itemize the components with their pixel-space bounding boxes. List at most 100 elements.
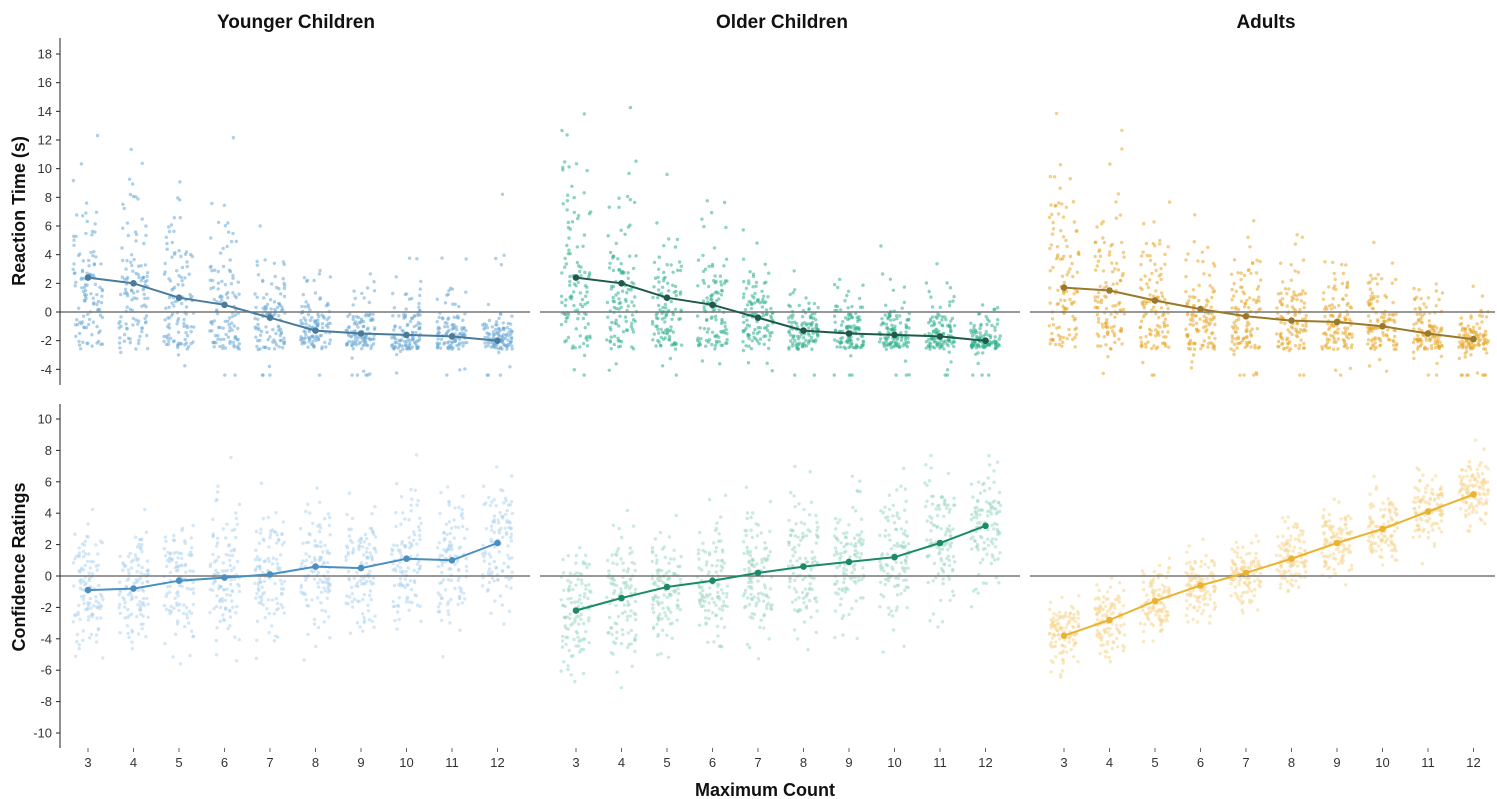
data-point [1379,315,1384,319]
data-point [704,563,709,567]
data-point [884,337,888,341]
data-point [669,610,673,614]
data-point [756,523,760,527]
data-point [1302,301,1307,305]
data-point [751,511,755,515]
data-point [1383,313,1387,317]
data-point [578,334,582,338]
data-point [1062,280,1067,285]
data-point [655,653,660,657]
data-point [628,105,633,110]
data-point [1302,305,1306,310]
data-point [1426,296,1431,300]
data-point [209,236,213,240]
data-point [254,548,258,552]
data-point [503,526,507,530]
data-point [257,601,261,605]
data-point [118,631,122,635]
data-point [73,271,77,275]
data-point [458,628,462,632]
data-point [313,291,318,295]
data-point [126,336,131,341]
data-point [1108,347,1113,351]
data-point [323,609,328,613]
data-point [399,495,404,499]
data-point [456,578,460,583]
data-point [584,336,588,340]
data-point [1201,325,1206,330]
data-point [1343,315,1347,320]
data-point [620,535,624,540]
data-point [483,335,487,340]
data-point [175,601,179,605]
data-point [898,314,902,318]
data-point [854,343,859,347]
data-point [573,679,577,684]
data-point [72,238,76,242]
data-point [758,326,763,330]
data-point [839,308,843,312]
data-point [322,316,326,320]
data-point [457,576,461,580]
data-point [98,313,103,317]
data-point [90,572,95,576]
data-point [172,551,176,555]
data-point [611,576,615,580]
data-point [563,615,567,620]
data-point [407,608,411,612]
data-point [701,299,706,303]
data-point [1420,339,1424,343]
data-point [810,347,814,351]
data-point [629,609,633,613]
data-point [492,545,497,549]
data-point [559,322,564,327]
data-point [583,326,587,330]
data-point [1419,296,1423,301]
data-point [1073,317,1078,321]
data-point [439,490,443,495]
data-point [74,334,78,338]
data-point [142,603,146,608]
data-point [802,341,806,346]
data-point [1333,330,1338,334]
data-point [280,543,285,547]
data-point [793,288,797,292]
data-point [214,568,218,572]
data-point [267,630,271,635]
data-point [1232,352,1236,357]
data-point [1344,263,1348,267]
data-point [566,220,570,225]
data-point [259,527,263,531]
data-point [944,317,948,322]
data-point [439,337,444,341]
data-point [858,345,862,350]
data-point [372,625,376,629]
data-point [320,313,324,317]
data-point [312,344,316,349]
data-point [993,328,997,332]
data-point [1469,314,1473,318]
data-point [373,505,377,509]
data-point [574,644,578,648]
data-point [745,511,750,515]
data-point [581,316,586,321]
data-point [568,252,572,256]
data-point [165,584,170,589]
data-point [1230,325,1235,329]
data-point [368,569,372,573]
data-point [1249,345,1253,349]
data-point [183,562,188,566]
data-point [791,341,795,346]
data-point [372,546,376,551]
data-point [662,331,666,335]
data-point [839,323,844,327]
data-point [715,624,720,629]
data-point [451,302,455,306]
data-point [257,541,261,545]
data-point [787,345,791,350]
data-point [572,368,576,372]
data-point [977,312,981,316]
data-point [463,312,467,316]
data-point [573,600,577,604]
data-point [412,580,417,585]
